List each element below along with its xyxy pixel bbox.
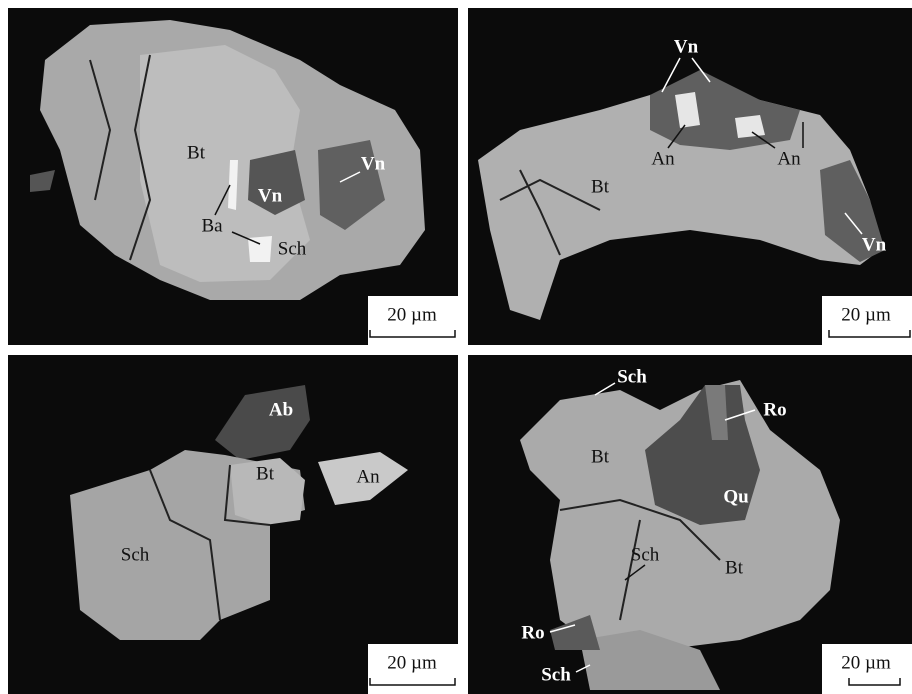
- leader: [339, 171, 361, 183]
- scale-bar: [369, 330, 456, 338]
- scale-bar: [848, 678, 901, 686]
- mineral-label: Sch: [278, 238, 307, 259]
- vein: [820, 160, 885, 262]
- panel: Vn An An Bt Vn 20 µm: [468, 8, 912, 345]
- leader: [844, 212, 863, 235]
- leader: [575, 664, 591, 673]
- leader: [624, 564, 646, 581]
- mineral-label: Ro: [521, 622, 544, 643]
- leader: [594, 382, 616, 396]
- vein: [248, 150, 305, 215]
- mineral-label: Vn: [674, 36, 699, 57]
- panel: Ab Bt An Sch 20 µm: [8, 355, 458, 694]
- grain: [705, 385, 728, 440]
- grain: [140, 45, 310, 282]
- crack: [129, 54, 152, 261]
- mineral-label: An: [356, 466, 380, 487]
- mineral-label: Bt: [591, 176, 610, 197]
- crack: [499, 178, 601, 211]
- mineral-label: Bt: [591, 446, 610, 467]
- grain: [645, 385, 760, 525]
- mineral-label: An: [651, 148, 675, 169]
- crack: [149, 469, 221, 621]
- grain: [580, 630, 720, 690]
- crack: [519, 169, 561, 256]
- scale-bar-label: 20 µm: [387, 652, 437, 673]
- mineral-label: Sch: [121, 544, 150, 565]
- mineral-label: Vn: [862, 234, 887, 255]
- mineral-label: Ab: [269, 399, 293, 420]
- crack: [223, 464, 271, 526]
- vein: [318, 140, 385, 230]
- mineral-label: Vn: [258, 185, 283, 206]
- leader: [751, 131, 776, 149]
- grain: [550, 615, 600, 650]
- crack: [89, 59, 112, 201]
- mineral-label: Bt: [725, 557, 744, 578]
- crack: [619, 519, 641, 621]
- scale-bar-label: 20 µm: [841, 652, 891, 673]
- scale-bar-label: 20 µm: [841, 304, 891, 325]
- leader: [214, 184, 231, 216]
- leader: [691, 57, 711, 83]
- leader: [549, 624, 576, 633]
- mineral-label: Ro: [763, 399, 786, 420]
- mineral-label: Ba: [201, 215, 223, 236]
- grain: [318, 452, 408, 505]
- mineral-label: Vn: [361, 153, 386, 174]
- mineral-label: Sch: [631, 544, 660, 565]
- mineral-label: Sch: [617, 366, 647, 387]
- fragment: [30, 170, 55, 192]
- mineral-label: Qu: [723, 486, 749, 507]
- panel: Sch Ro Bt Qu Sch Bt Ro Sch 20 µm: [468, 355, 912, 694]
- scale-bar: [369, 678, 456, 686]
- grain: [230, 458, 305, 525]
- panel: Bt Vn Vn Ba Sch 20 µm: [8, 8, 458, 345]
- scale-bar: [828, 330, 911, 338]
- inclusion: [248, 236, 272, 262]
- mineral-label: An: [777, 148, 801, 169]
- leader: [661, 57, 681, 93]
- mineral-label: Sch: [541, 664, 571, 685]
- inclusion: [675, 92, 700, 128]
- leader: [667, 124, 686, 149]
- mineral-label: Bt: [187, 142, 206, 163]
- leader: [724, 409, 756, 421]
- scale-bar-label: 20 µm: [387, 304, 437, 325]
- grain: [215, 385, 310, 460]
- inclusion: [228, 160, 238, 210]
- mineral-label: Bt: [256, 463, 275, 484]
- leader: [231, 231, 261, 245]
- inclusion: [735, 115, 765, 138]
- crack: [559, 498, 721, 561]
